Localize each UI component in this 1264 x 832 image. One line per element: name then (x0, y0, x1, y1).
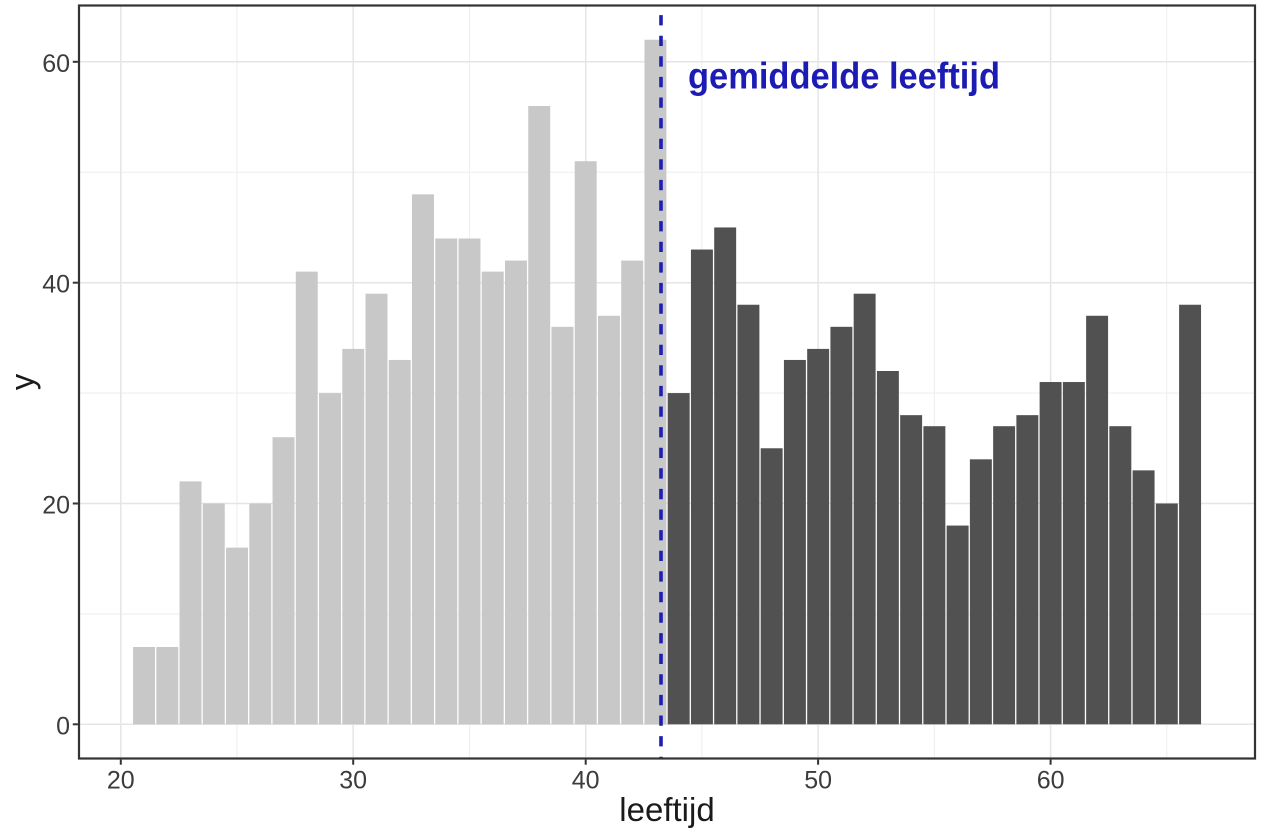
svg-text:60: 60 (42, 50, 70, 78)
svg-text:50: 50 (804, 767, 832, 795)
svg-text:30: 30 (339, 767, 367, 795)
svg-text:gemiddelde leeftijd: gemiddelde leeftijd (688, 56, 1000, 97)
svg-text:60: 60 (1037, 767, 1065, 795)
svg-text:0: 0 (56, 712, 70, 740)
svg-text:leeftijd: leeftijd (619, 791, 714, 828)
svg-text:20: 20 (107, 767, 135, 795)
svg-text:y: y (4, 373, 41, 390)
svg-text:40: 40 (572, 767, 600, 795)
svg-text:40: 40 (42, 271, 70, 299)
svg-text:20: 20 (42, 492, 70, 520)
